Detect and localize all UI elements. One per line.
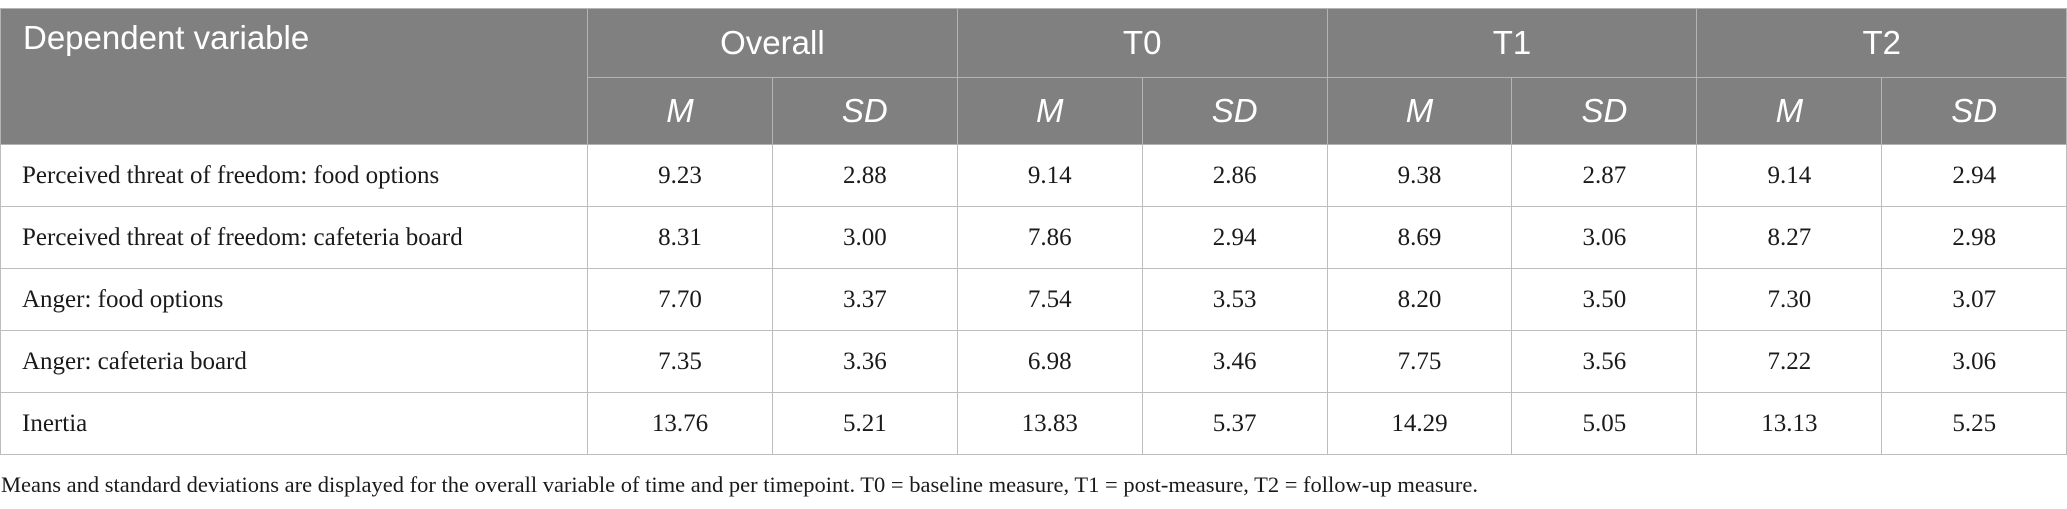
cell-value: 2.98: [1881, 206, 2067, 269]
row-label: Anger: cafeteria board: [0, 330, 588, 393]
cell-value: 3.46: [1141, 330, 1328, 393]
cell-value: 7.35: [587, 330, 773, 393]
header-group-overall: Overall: [587, 8, 958, 78]
descriptives-table: Dependent variable Overall T0 T1 T2 M SD…: [0, 8, 2067, 455]
cell-value: 9.38: [1326, 144, 1513, 207]
table-row: Perceived threat of freedom: food option…: [0, 144, 2067, 207]
cell-value: 8.27: [1696, 206, 1883, 269]
row-label: Anger: food options: [0, 268, 588, 331]
header-m: M: [1696, 77, 1883, 145]
cell-value: 8.20: [1326, 268, 1513, 331]
cell-value: 9.23: [587, 144, 773, 207]
cell-value: 9.14: [1696, 144, 1883, 207]
table-row: Anger: cafeteria board 7.35 3.36 6.98 3.…: [0, 330, 2067, 393]
cell-value: 13.83: [956, 392, 1143, 455]
header-m: M: [956, 77, 1143, 145]
row-label: Perceived threat of freedom: cafeteria b…: [0, 206, 588, 269]
header-sd: SD: [1141, 77, 1328, 145]
cell-value: 5.05: [1511, 392, 1698, 455]
cell-value: 2.88: [771, 144, 958, 207]
header-dependent-variable: Dependent variable: [0, 8, 588, 145]
cell-value: 7.75: [1326, 330, 1513, 393]
cell-value: 8.69: [1326, 206, 1513, 269]
header-m: M: [587, 77, 773, 145]
cell-value: 3.06: [1881, 330, 2067, 393]
cell-value: 2.94: [1141, 206, 1328, 269]
row-label: Inertia: [0, 392, 588, 455]
cell-value: 13.13: [1696, 392, 1883, 455]
cell-value: 5.25: [1881, 392, 2067, 455]
cell-value: 2.87: [1511, 144, 1698, 207]
header-m: M: [1326, 77, 1513, 145]
cell-value: 3.00: [771, 206, 958, 269]
cell-value: 6.98: [956, 330, 1143, 393]
cell-value: 8.31: [587, 206, 773, 269]
cell-value: 14.29: [1326, 392, 1513, 455]
header-group-t1: T1: [1326, 8, 1698, 78]
table-footnote: Means and standard deviations are displa…: [1, 472, 1479, 497]
row-label: Perceived threat of freedom: food option…: [0, 144, 588, 207]
cell-value: 7.54: [956, 268, 1143, 331]
cell-value: 2.94: [1881, 144, 2067, 207]
header-sd: SD: [771, 77, 958, 145]
cell-value: 2.86: [1141, 144, 1328, 207]
table-row: Inertia 13.76 5.21 13.83 5.37 14.29 5.05…: [0, 392, 2067, 455]
cell-value: 3.56: [1511, 330, 1698, 393]
header-group-t2: T2: [1696, 8, 2067, 78]
header-row-groups: Dependent variable Overall T0 T1 T2: [0, 8, 2067, 145]
cell-value: 9.14: [956, 144, 1143, 207]
table-header: Dependent variable Overall T0 T1 T2 M SD…: [0, 8, 2067, 145]
cell-value: 3.07: [1881, 268, 2067, 331]
cell-value: 7.70: [587, 268, 773, 331]
cell-value: 13.76: [587, 392, 773, 455]
descriptives-table-container: Dependent variable Overall T0 T1 T2 M SD…: [0, 8, 2067, 455]
cell-value: 5.21: [771, 392, 958, 455]
header-row-stats: M SD M SD M SD M SD: [1, 77, 2067, 145]
table-row: Anger: food options 7.70 3.37 7.54 3.53 …: [0, 268, 2067, 331]
cell-value: 3.36: [771, 330, 958, 393]
table-body: Perceived threat of freedom: food option…: [0, 144, 2067, 455]
cell-value: 3.37: [771, 268, 958, 331]
cell-value: 3.53: [1141, 268, 1328, 331]
cell-value: 5.37: [1141, 392, 1328, 455]
cell-value: 7.22: [1696, 330, 1883, 393]
header-group-t0: T0: [956, 8, 1328, 78]
table-row: Perceived threat of freedom: cafeteria b…: [0, 206, 2067, 269]
cell-value: 7.86: [956, 206, 1143, 269]
header-sd: SD: [1881, 77, 2067, 145]
cell-value: 3.50: [1511, 268, 1698, 331]
header-sd: SD: [1511, 77, 1698, 145]
cell-value: 3.06: [1511, 206, 1698, 269]
cell-value: 7.30: [1696, 268, 1883, 331]
